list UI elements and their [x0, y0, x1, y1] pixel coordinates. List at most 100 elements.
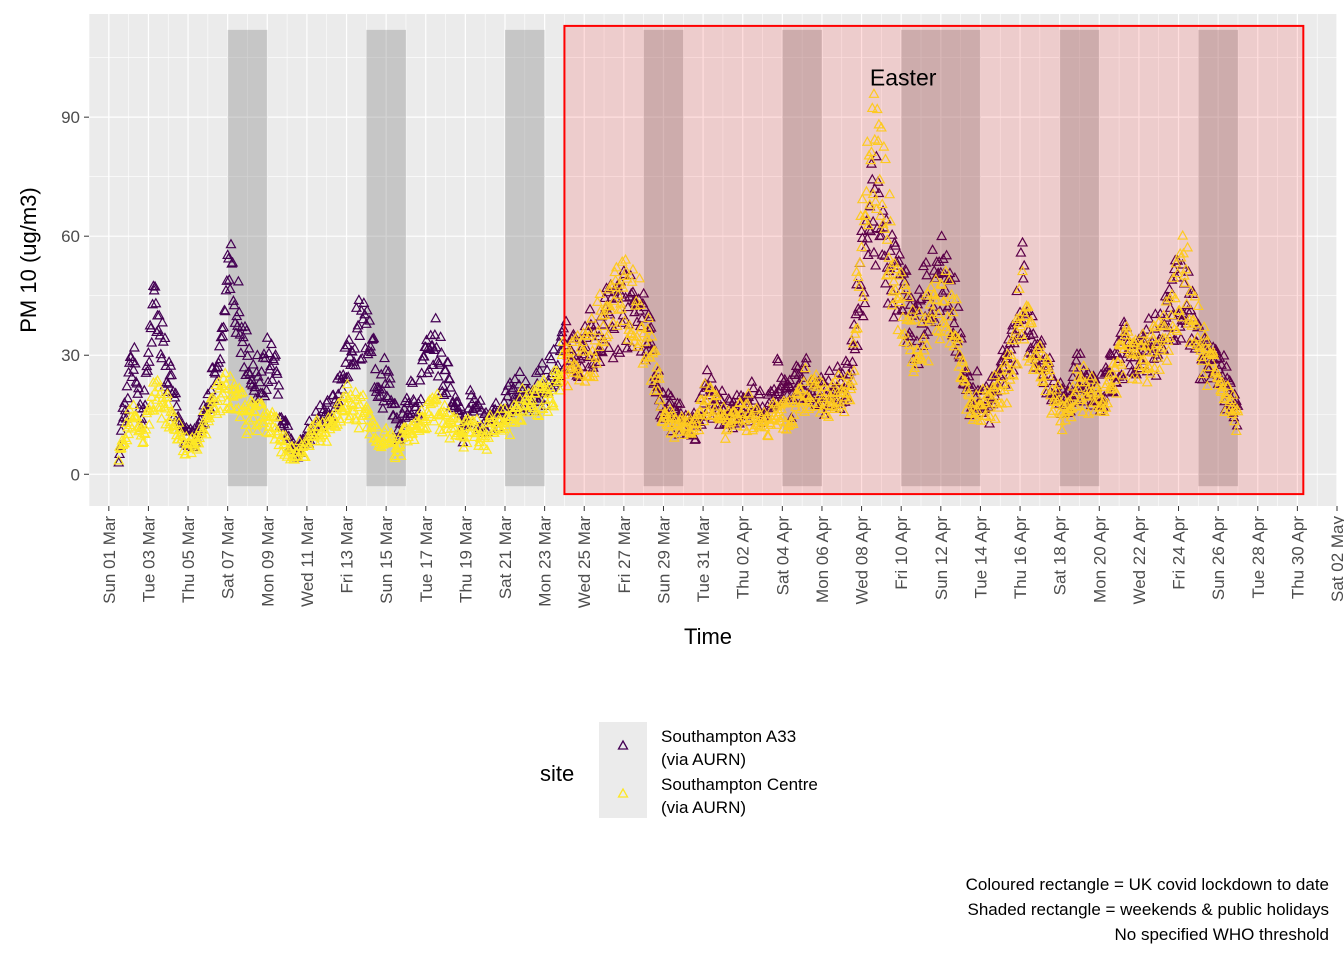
data-point	[271, 428, 283, 439]
data-point	[616, 255, 628, 266]
data-point	[608, 323, 620, 333]
data-point	[586, 319, 598, 330]
data-point	[1012, 330, 1024, 341]
data-point	[263, 347, 275, 358]
data-point	[704, 389, 716, 400]
data-point	[781, 396, 793, 407]
data-point	[454, 407, 466, 418]
data-point	[583, 351, 595, 362]
data-point	[344, 410, 356, 421]
data-point	[727, 422, 739, 433]
data-point	[822, 399, 834, 410]
data-point	[270, 365, 282, 376]
data-point	[999, 356, 1011, 367]
data-point	[918, 329, 930, 339]
data-point	[619, 315, 631, 325]
data-point	[663, 418, 675, 429]
data-point	[440, 364, 452, 375]
data-point	[126, 371, 138, 382]
data-point	[445, 400, 457, 411]
data-point	[260, 384, 272, 394]
data-point	[783, 380, 795, 391]
data-point	[875, 229, 887, 240]
data-point	[169, 419, 181, 430]
legend-key-bg	[599, 722, 647, 818]
data-point	[1152, 351, 1164, 362]
data-point	[900, 265, 912, 275]
data-point	[931, 294, 944, 305]
data-point	[807, 396, 819, 407]
data-point	[948, 340, 960, 351]
data-point	[392, 446, 404, 456]
data-point	[769, 398, 781, 409]
data-point	[121, 380, 133, 391]
data-point	[649, 345, 661, 355]
data-point	[1086, 370, 1098, 381]
data-point	[874, 173, 886, 184]
data-point	[1182, 265, 1194, 276]
data-point	[1220, 360, 1232, 371]
data-point	[1190, 318, 1202, 328]
data-point	[199, 418, 211, 429]
data-point	[490, 397, 502, 408]
data-point	[847, 337, 859, 348]
data-point	[850, 308, 862, 319]
data-point	[461, 437, 473, 448]
data-point	[894, 291, 906, 302]
data-point	[131, 411, 143, 422]
data-point	[227, 390, 239, 401]
data-point	[799, 362, 811, 373]
data-point	[774, 414, 786, 425]
data-point	[170, 400, 183, 411]
data-point	[310, 405, 322, 416]
data-point	[232, 275, 244, 286]
data-point	[465, 389, 477, 400]
data-point	[886, 299, 898, 310]
data-point	[633, 338, 645, 349]
data-point	[889, 236, 901, 247]
data-point	[235, 387, 247, 398]
data-point	[414, 374, 426, 385]
data-point	[1002, 381, 1015, 392]
data-point	[468, 415, 480, 426]
data-point	[547, 397, 559, 407]
data-point	[1200, 342, 1212, 352]
data-point	[746, 375, 758, 386]
x-axis: Sun 01 Mar Tue 03 Mar Thu 05 Mar Sat 07 Mar…	[100, 506, 1344, 608]
data-point	[993, 396, 1005, 407]
y-tick-label: 60	[61, 227, 80, 246]
data-point	[754, 385, 766, 396]
data-point	[726, 414, 738, 424]
data-point	[281, 430, 293, 441]
data-point	[223, 273, 235, 284]
data-point	[880, 269, 892, 280]
data-point	[734, 396, 746, 407]
data-point	[930, 316, 942, 327]
data-point	[460, 421, 472, 432]
data-point	[123, 357, 135, 367]
data-point	[615, 302, 627, 313]
data-point	[693, 424, 705, 435]
data-point	[789, 397, 801, 408]
data-point	[933, 255, 945, 266]
data-point	[474, 394, 486, 405]
data-point	[416, 367, 428, 378]
data-point	[340, 399, 353, 410]
data-point	[1106, 367, 1119, 378]
data-point	[846, 356, 859, 366]
data-point	[634, 299, 646, 309]
data-point	[1163, 283, 1175, 294]
data-point	[1052, 378, 1064, 389]
data-point	[215, 331, 227, 342]
data-point	[947, 306, 959, 317]
data-point	[845, 383, 857, 394]
data-point	[230, 403, 242, 414]
data-point	[1208, 349, 1220, 360]
data-point	[932, 308, 944, 319]
data-point	[893, 254, 905, 265]
data-point	[153, 309, 165, 320]
data-point	[705, 410, 717, 420]
data-point	[940, 265, 952, 275]
data-point	[936, 278, 948, 289]
data-point	[315, 431, 327, 442]
